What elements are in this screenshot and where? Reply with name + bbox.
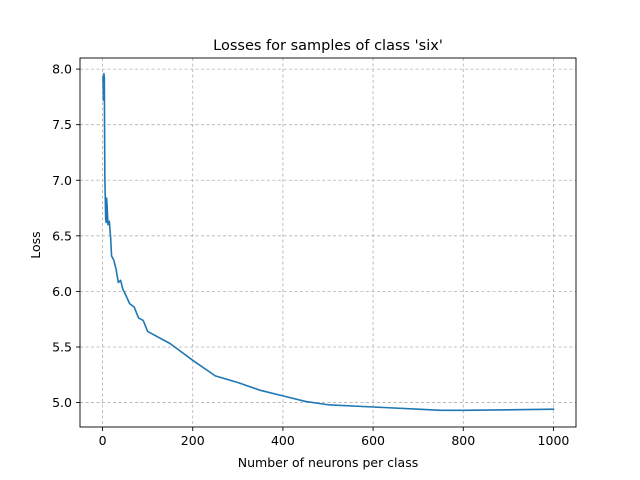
x-tick-label: 1000 xyxy=(538,433,570,448)
tick-labels: 0 200 400 600 800 1000 5.0 5.5 6.0 6.5 7.0 7.5 8.0 xyxy=(52,62,569,448)
x-tick-label: 400 xyxy=(271,433,295,448)
y-tick-label: 8.0 xyxy=(52,62,72,77)
x-tick-label: 0 xyxy=(99,433,107,448)
y-tick-label: 5.5 xyxy=(52,339,72,354)
plot-frame xyxy=(79,57,577,428)
y-tick-label: 7.5 xyxy=(52,117,72,132)
y-tick-label: 6.0 xyxy=(52,284,72,299)
series-layer xyxy=(102,72,555,412)
y-tick-label: 7.0 xyxy=(52,173,72,188)
x-tick-label: 600 xyxy=(361,433,385,448)
y-axis-label: Loss xyxy=(28,231,43,258)
gridlines xyxy=(80,58,576,427)
x-axis-label: Number of neurons per class xyxy=(238,455,418,470)
axes xyxy=(79,57,577,428)
y-tick-label: 6.5 xyxy=(52,228,72,243)
y-tick-label: 5.0 xyxy=(52,395,72,410)
x-tick-label: 200 xyxy=(181,433,205,448)
chart-title: Losses for samples of class 'six' xyxy=(213,38,443,54)
x-tick-label: 800 xyxy=(451,433,475,448)
loss-series-line xyxy=(102,72,555,412)
